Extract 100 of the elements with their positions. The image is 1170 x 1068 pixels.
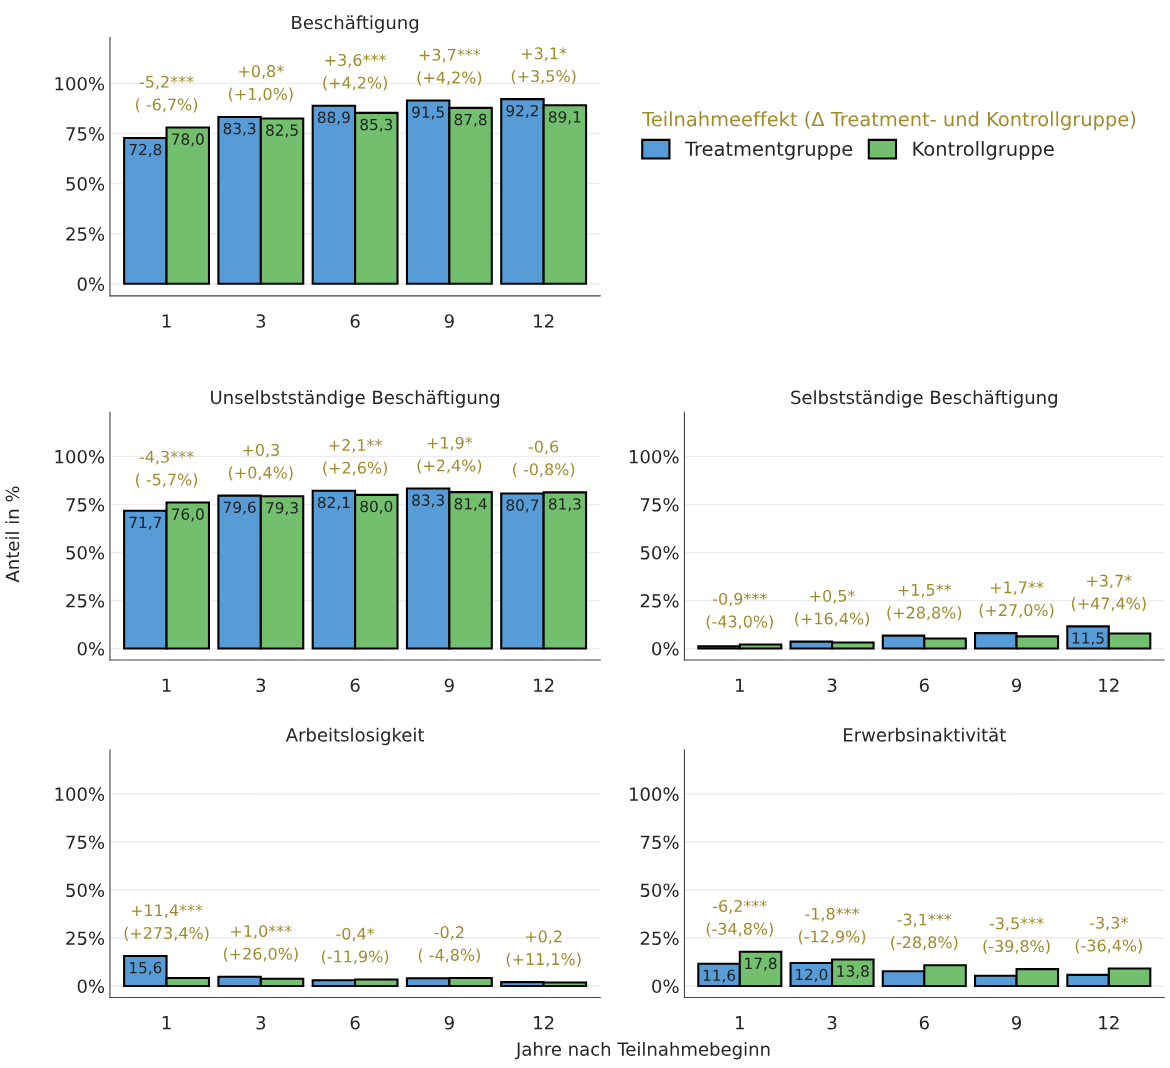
- annotation: -1,8*** (-12,9%): [798, 907, 866, 945]
- data-label: 87,8: [454, 113, 487, 127]
- data-label: 82,1: [317, 496, 350, 510]
- data-label: 17,8: [745, 957, 777, 971]
- y-tick-label: 0%: [77, 277, 105, 291]
- annotation: +0,5* (+16,4%): [795, 589, 869, 627]
- x-tick-label: 9: [444, 1015, 454, 1030]
- y-tick-label: 25%: [640, 593, 679, 608]
- x-tick-label: 6: [350, 314, 360, 328]
- y-tick-label: 25%: [640, 931, 679, 946]
- annotation: +11,4*** (+273,4%): [124, 904, 209, 941]
- chart-title: Selbstständige Beschäftigung: [791, 390, 1057, 408]
- y-tick-label: 0%: [652, 979, 679, 994]
- x-tick-label: 1: [736, 678, 744, 692]
- y-tick-label: 100%: [629, 449, 679, 464]
- data-label: 81,4: [454, 497, 487, 512]
- data-label: 89,1: [548, 111, 581, 125]
- y-tick-label: 25%: [66, 931, 105, 946]
- annotation: +1,7** (+27,0%): [979, 581, 1054, 619]
- data-label: 76,0: [172, 508, 204, 522]
- data-label: 82,5: [266, 124, 298, 138]
- x-tick-label: 6: [919, 1015, 929, 1030]
- y-tick-label: 50%: [640, 545, 679, 560]
- annotation: +1,0*** (+26,0%): [223, 924, 298, 962]
- x-tick-label: 9: [1011, 1015, 1022, 1030]
- x-tick-label: 3: [256, 1015, 266, 1030]
- annotation: -0,4* (-11,9%): [321, 927, 389, 965]
- x-tick-label: 9: [444, 314, 454, 328]
- annotation: +3,1* (+3,5%): [511, 47, 576, 84]
- annotation: +3,7* (+47,4%): [1071, 574, 1146, 612]
- data-label: 88,9: [317, 111, 350, 125]
- y-tick-label: 100%: [55, 76, 105, 91]
- y-tick-label: 0%: [77, 979, 105, 994]
- y-tick-label: 50%: [66, 883, 105, 898]
- data-label: 85,3: [360, 118, 393, 132]
- y-tick-label: 25%: [66, 593, 105, 608]
- x-tick-label: 9: [1011, 678, 1022, 693]
- data-label: 81,3: [548, 498, 581, 512]
- chart-title: Beschäftigung: [292, 15, 419, 33]
- chart-title: Arbeitslosigkeit: [285, 727, 425, 746]
- annotation: -3,5*** (-39,8%): [983, 917, 1050, 954]
- annotation: +0,3 (+0,4%): [228, 443, 293, 481]
- legend-label: Treatmentgruppe: [684, 141, 853, 160]
- x-tick-label: 3: [256, 678, 266, 693]
- annotation: -0,6 ( -0,8%): [513, 440, 575, 478]
- data-label: 11,5: [1072, 632, 1104, 646]
- x-tick-label: 3: [256, 314, 266, 328]
- y-tick-label: 100%: [629, 787, 679, 802]
- data-label: 83,3: [223, 122, 256, 136]
- y-tick-label: 25%: [66, 227, 105, 241]
- chart-title: Unselbstständige Beschäftigung: [211, 390, 500, 408]
- annotation: -0,9*** (-43,0%): [706, 592, 773, 630]
- x-tick-label: 1: [736, 1016, 744, 1030]
- data-label: 91,5: [412, 106, 444, 120]
- x-tick-label: 3: [827, 1015, 837, 1030]
- y-tick-label: 50%: [66, 177, 105, 191]
- y-tick-label: 50%: [640, 883, 679, 898]
- x-axis-title: Jahre nach Teilnahmebeginn: [515, 1041, 770, 1060]
- annotation: -3,3* (-36,4%): [1075, 916, 1142, 954]
- data-label: 79,6: [223, 501, 256, 515]
- y-tick-label: 75%: [66, 835, 105, 850]
- data-label: 80,0: [360, 500, 393, 514]
- data-label: 78,0: [172, 133, 204, 147]
- data-label: 83,3: [412, 494, 444, 508]
- annotation: +3,7*** (+4,2%): [417, 48, 482, 86]
- y-tick-label: 75%: [640, 835, 679, 850]
- legend-label: Kontrollgruppe: [913, 141, 1054, 160]
- x-tick-label: 1: [162, 678, 171, 692]
- data-label: 13,8: [837, 965, 869, 979]
- annotation: +0,8* (+1,0%): [228, 65, 293, 102]
- x-tick-label: 9: [444, 678, 454, 693]
- data-label: 80,7: [506, 499, 539, 513]
- x-tick-label: 6: [350, 1015, 360, 1030]
- data-label: 92,2: [506, 104, 538, 119]
- data-label: 72,8: [129, 143, 162, 157]
- y-tick-label: 75%: [66, 497, 105, 512]
- chart-title: Erwerbsinaktivität: [844, 727, 1006, 742]
- y-tick-label: 75%: [640, 497, 679, 512]
- annotation: +1,5** (+28,8%): [887, 583, 962, 621]
- y-tick-label: 50%: [66, 545, 105, 560]
- y-tick-label: 0%: [652, 641, 679, 656]
- annotation: +2,1** (+2,6%): [323, 439, 387, 476]
- data-label: 15,6: [130, 961, 162, 975]
- data-label: 12,0: [795, 968, 828, 982]
- data-label: 71,7: [129, 516, 162, 530]
- x-tick-label: 12: [534, 678, 554, 692]
- x-tick-label: 12: [1099, 1015, 1119, 1030]
- x-tick-label: 6: [919, 678, 929, 693]
- x-tick-label: 12: [1099, 678, 1119, 692]
- annotation: +3,6*** (+4,2%): [323, 53, 387, 91]
- annotation: +1,9* (+2,4%): [417, 436, 482, 474]
- annotation: +0,2 (+11,1%): [506, 930, 581, 968]
- legend-title: Teilnahmeeffekt (Δ Treatment- und Kontrollgruppe): [642, 111, 1136, 131]
- x-tick-label: 3: [827, 678, 837, 693]
- y-axis-title: Anteil in %: [5, 486, 20, 583]
- annotation: -4,3*** ( -5,7%): [135, 450, 198, 488]
- annotation: -6,2*** (-34,8%): [706, 899, 773, 937]
- annotation: -0,2 ( -4,8%): [418, 926, 480, 963]
- x-tick-label: 12: [534, 314, 554, 328]
- x-tick-label: 1: [162, 314, 171, 328]
